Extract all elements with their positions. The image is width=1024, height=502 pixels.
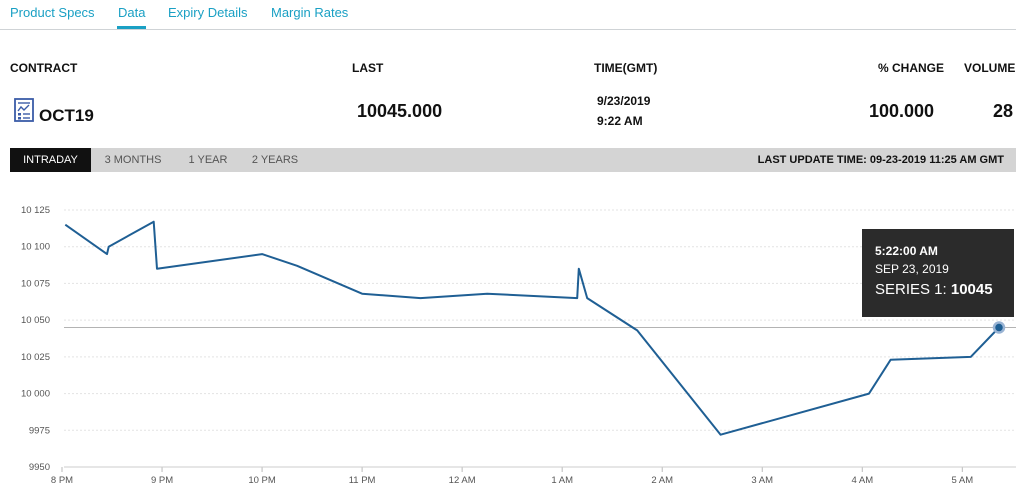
x-tick-label: 8 PM [51, 475, 73, 486]
x-tick-label: 3 AM [751, 475, 773, 486]
chart-tooltip: 5:22:00 AM SEP 23, 2019 SERIES 1: 10045 [862, 229, 1014, 317]
y-tick-label: 10 025 [21, 352, 50, 363]
y-tick-label: 9975 [29, 425, 50, 436]
x-tick-label: 2 AM [651, 475, 673, 486]
x-tick-label: 4 AM [851, 475, 873, 486]
range-2-years-button[interactable]: 2 YEARS [251, 154, 299, 166]
time-header: TIME(GMT) [594, 61, 658, 75]
range-intraday-button[interactable]: INTRADAY [10, 148, 91, 172]
x-tick-label: 5 AM [951, 475, 973, 486]
x-tick-label: 9 PM [151, 475, 173, 486]
tooltip-series: SERIES 1: 10045 [875, 278, 1014, 302]
range-selector-bar: INTRADAY 3 MONTHS 1 YEAR 2 YEARS LAST UP… [10, 148, 1016, 172]
range-3-months-button[interactable]: 3 MONTHS [104, 154, 162, 166]
tooltip-series-label: SERIES 1: [875, 281, 947, 298]
y-tick-label: 10 000 [21, 389, 50, 400]
y-tick-label: 10 125 [21, 205, 50, 216]
quote-time: 9:22 AM [597, 114, 643, 128]
active-tab-indicator [117, 26, 146, 29]
x-tick-label: 1 AM [551, 475, 573, 486]
series-1-line[interactable] [64, 220, 1000, 436]
x-tick-label: 12 AM [449, 475, 476, 486]
quote-date: 9/23/2019 [597, 94, 651, 108]
intraday-line-chart[interactable]: 9950 9975 10 000 10 025 10 050 10 075 10 100 10… [0, 195, 1024, 502]
range-1-year-button[interactable]: 1 YEAR [188, 154, 228, 166]
y-tick-label: 10 050 [21, 315, 50, 326]
tab-expiry-details[interactable]: Expiry Details [168, 5, 248, 20]
x-axis: 8 PM 9 PM 10 PM 11 PM 12 AM 1 AM 2 AM 3 AM 4 AM 5… [51, 466, 1016, 486]
tab-product-specs[interactable]: Product Specs [10, 5, 95, 20]
pct-change-value: 100.000 [869, 101, 935, 121]
x-tick-label: 11 PM [349, 475, 376, 486]
contract-value: OCT19 [39, 106, 94, 125]
highlighted-data-point[interactable] [992, 321, 1006, 334]
volume-header: VOLUME [964, 61, 1016, 75]
tab-data[interactable]: Data [118, 5, 146, 20]
y-axis: 9950 9975 10 000 10 025 10 050 10 075 10 100 10… [21, 205, 50, 473]
contract-header: CONTRACT [10, 61, 78, 75]
contract-document-icon[interactable] [14, 98, 34, 122]
tooltip-time: 5:22:00 AM [875, 244, 938, 258]
y-tick-label: 10 100 [21, 242, 50, 253]
last-value: 10045.000 [357, 101, 443, 121]
y-tick-label: 10 075 [21, 278, 50, 289]
y-tick-label: 9950 [29, 462, 50, 473]
tooltip-date: SEP 23, 2019 [875, 262, 949, 276]
last-header: LAST [352, 61, 384, 75]
pct-change-header: % CHANGE [878, 61, 945, 75]
volume-value: 28 [993, 101, 1014, 121]
x-tick-label: 10 PM [248, 475, 276, 486]
tab-margin-rates[interactable]: Margin Rates [271, 5, 349, 20]
tab-bar: Product Specs Data Expiry Details Margin… [0, 0, 1016, 30]
last-update-time: LAST UPDATE TIME: 09-23-2019 11:25 AM GM… [757, 154, 1004, 166]
tooltip-series-value: 10045 [950, 281, 993, 298]
